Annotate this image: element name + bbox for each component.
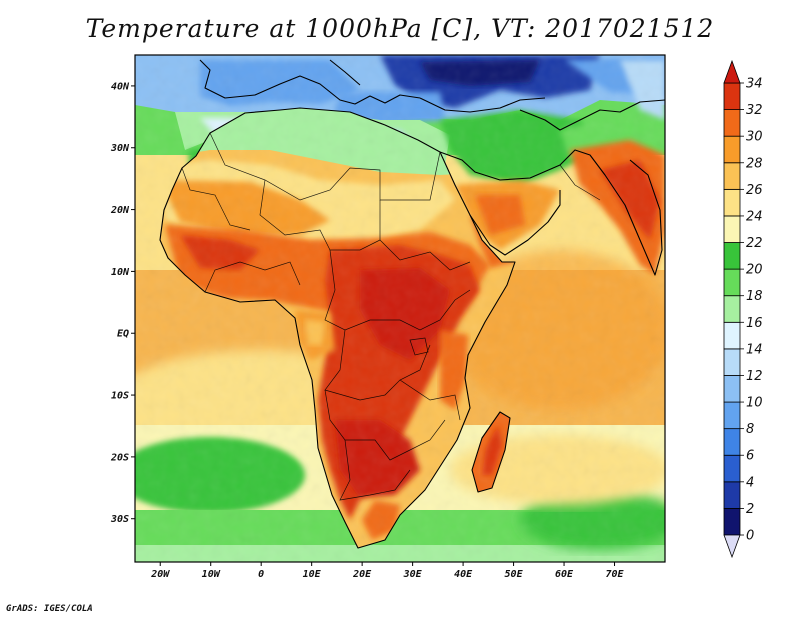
colorbar-level-label: 10 bbox=[746, 396, 763, 411]
colorbar-swatch bbox=[723, 82, 741, 110]
colorbar-level-label: 4 bbox=[746, 475, 754, 490]
lat-tick-label: 30N bbox=[110, 143, 130, 154]
colorbar-swatch bbox=[723, 428, 741, 456]
colorbar-level-label: 18 bbox=[746, 289, 763, 304]
colorbar-level-label: 16 bbox=[746, 316, 763, 331]
colorbar-level-label: 32 bbox=[746, 103, 763, 118]
lat-tick-label: 20S bbox=[110, 452, 129, 463]
colorbar-swatch bbox=[723, 242, 741, 270]
grads-credit: GrADS: IGES/COLA bbox=[6, 604, 93, 614]
lon-tick-label: 50E bbox=[505, 569, 524, 580]
lon-tick-label: 10E bbox=[303, 569, 322, 580]
map-frame bbox=[134, 54, 666, 563]
lat-tick-label: 10S bbox=[111, 391, 129, 402]
colorbar-swatch bbox=[723, 454, 741, 483]
colorbar-swatch bbox=[723, 162, 741, 190]
temperature-field bbox=[135, 55, 665, 562]
colorbar-level-label: 24 bbox=[746, 209, 763, 224]
colorbar-swatch bbox=[723, 508, 741, 536]
colorbar-swatch bbox=[723, 348, 741, 376]
colorbar-level-label: 22 bbox=[746, 236, 763, 251]
colorbar-above-arrow bbox=[723, 59, 741, 84]
colorbar-level-label: 34 bbox=[746, 77, 763, 92]
colorbar-swatch bbox=[723, 375, 741, 403]
colorbar-below-arrow bbox=[723, 534, 741, 559]
colorbar-level-label: 14 bbox=[746, 342, 763, 357]
colorbar-level-label: 2 bbox=[746, 502, 754, 517]
colorbar-level-label: 28 bbox=[746, 156, 763, 171]
colorbar-swatch bbox=[723, 401, 741, 430]
colorbar-level-label: 12 bbox=[746, 369, 763, 384]
colorbar-swatch bbox=[723, 109, 741, 137]
colorbar-swatch bbox=[723, 321, 741, 350]
lat-tick-label: 30S bbox=[110, 514, 129, 525]
lon-tick-label: 0 bbox=[258, 569, 264, 580]
coastlines bbox=[159, 59, 665, 549]
latitude-ticks: 40N 30N 20N 10N EQ 10S 20S 30S bbox=[110, 81, 135, 525]
longitude-ticks: 20W 10W 0 10E 20E 30E 40E 50E 60E 70E bbox=[150, 562, 625, 580]
colorbar-level-label: 26 bbox=[746, 183, 763, 198]
colorbar-level-label: 0 bbox=[746, 529, 754, 544]
lat-tick-label: 20N bbox=[110, 205, 130, 216]
colorbar-swatch bbox=[723, 215, 741, 243]
colorbar-swatch bbox=[723, 295, 741, 323]
map-title: Temperature at 1000hPa [C], VT: 20170215… bbox=[85, 14, 715, 43]
lat-tick-label: 40N bbox=[111, 81, 130, 92]
lon-tick-label: 40E bbox=[454, 569, 473, 580]
lon-tick-label: 30E bbox=[403, 569, 423, 580]
country-borders bbox=[181, 132, 601, 501]
colorbar-swatch bbox=[723, 481, 741, 509]
colorbar-swatch bbox=[723, 135, 741, 164]
colorbar-swatch bbox=[723, 268, 741, 297]
colorbar-swatch bbox=[723, 188, 741, 217]
colorbar-level-label: 8 bbox=[746, 422, 754, 437]
colorbar-level-label: 30 bbox=[746, 130, 763, 145]
lon-tick-label: 20E bbox=[352, 569, 372, 580]
lat-tick-label: 10N bbox=[111, 267, 130, 278]
lon-tick-label: 60E bbox=[555, 569, 574, 580]
lon-tick-label: 20W bbox=[150, 569, 170, 580]
colorbar-level-label: 20 bbox=[746, 263, 763, 278]
lon-tick-label: 10W bbox=[202, 569, 221, 580]
colorbar-level-label: 6 bbox=[746, 449, 754, 464]
lon-tick-label: 70E bbox=[605, 569, 624, 580]
lat-tick-label: EQ bbox=[117, 329, 129, 340]
